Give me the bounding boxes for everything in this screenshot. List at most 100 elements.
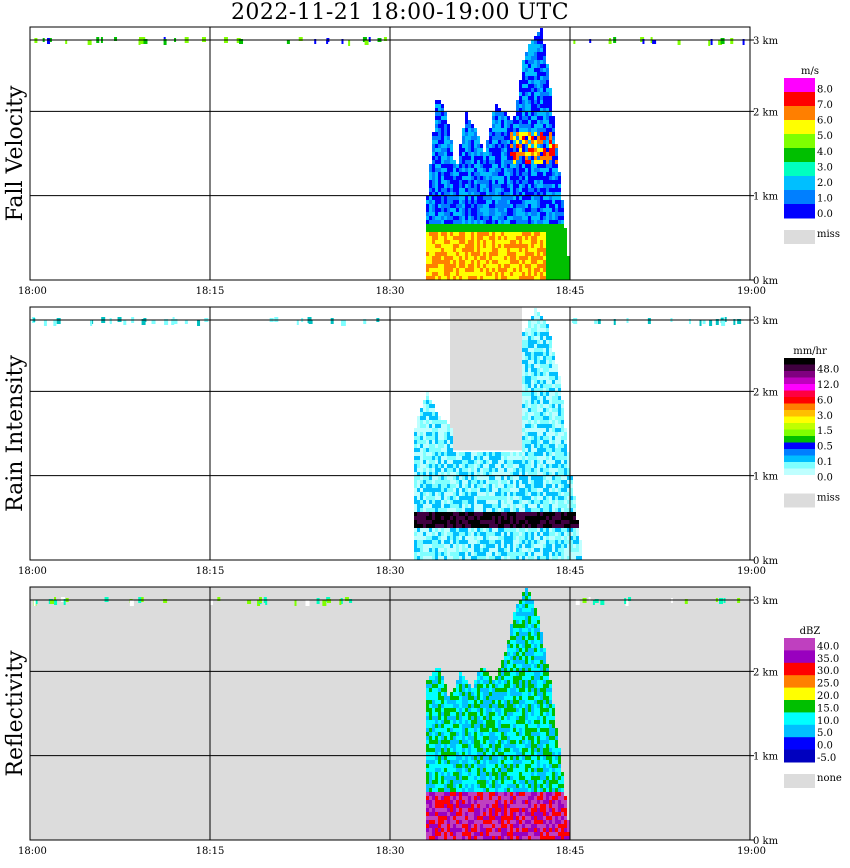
legend-swatch [784,687,815,701]
legend-swatch [784,462,815,469]
legend-label: 48.0 [817,364,839,375]
legend-label: 3.0 [817,411,833,422]
x-tick-label: 18:45 [556,286,585,297]
legend-swatch [784,724,815,738]
panel-fall-velocity: 0 km 1 km 2 km 3 km 18:00 18:15 18:30 18:45 19:0… [3,26,840,297]
legend-swatch [784,364,815,372]
legend-swatch [784,384,815,391]
legend-swatch [784,397,815,404]
legend-swatch [784,429,815,437]
plot-frame [29,586,751,841]
x-tick-label: 18:00 [18,286,47,297]
chart-title: 2022-11-21 18:00-19:00 UTC [230,0,570,25]
grid-lines [30,27,750,280]
legend-swatch [784,436,815,443]
x-tick-label: 18:30 [376,846,405,857]
legend-label: 3.0 [817,162,833,173]
y-tick-label: 3 km [753,36,779,47]
y-tick-label: 0 km [753,556,779,567]
legend-swatch [784,442,815,450]
legend-swatch [784,650,815,664]
x-tick-label: 19:00 [737,286,766,297]
legend-label: 20.0 [817,691,839,702]
legend-swatch [784,737,815,751]
legend-swatch [784,675,815,689]
x-tick-label: 18:15 [196,846,225,857]
legend-label: 0.5 [817,442,833,453]
legend-label: 15.0 [817,703,839,714]
legend-missing-swatch [784,774,815,788]
legend-swatch [784,449,815,456]
y-tick-label: 0 km [753,836,779,847]
legend-swatch [784,468,815,476]
legend-swatch [784,358,815,365]
legend-label: 7.0 [817,100,833,111]
x-tick-label: 18:30 [376,566,405,577]
y-tick-label: 3 km [753,596,779,607]
x-tick-label: 18:15 [196,286,225,297]
legend-swatch [784,638,815,651]
x-tick-label: 19:00 [737,566,766,577]
panel-reflectivity: 0 km 1 km 2 km 3 km 18:00 18:15 18:30 18:45 19:0… [3,586,842,857]
echo-field [426,28,570,280]
y-tick-label: 2 km [753,387,779,398]
legend-swatch [784,423,815,430]
legend-swatch [784,390,815,398]
legend-swatch [784,162,815,177]
legend-swatch [784,204,815,219]
legend-label: 0.0 [817,741,833,752]
legend-swatch [784,712,815,726]
x-tick-label: 19:00 [737,846,766,857]
legend-label: 5.0 [817,728,833,739]
legend-unit: dBZ [800,626,821,637]
legend-label: 12.0 [817,380,839,391]
y-axis-label: Rain Intensity [3,354,28,511]
legend-swatch [784,455,815,463]
legend-missing-label: miss [817,493,840,504]
plot-frame [29,306,751,561]
y-axis-label: Reflectivity [3,650,28,777]
grid-lines [30,587,750,840]
legend-label: 0.0 [817,473,833,484]
legend-label: -5.0 [817,753,836,764]
x-tick-label: 18:00 [18,846,47,857]
echo-field [426,588,570,840]
legend-missing-label: miss [817,229,840,240]
legend-label: 30.0 [817,666,839,677]
legend-swatch [784,700,815,713]
legend-label: 1.0 [817,193,833,204]
legend-missing-swatch [784,493,815,508]
legend-swatch [784,92,815,107]
grid-lines [30,307,750,560]
y-axis-label: Fall Velocity [3,85,28,221]
color-legend: dBZ 40.0 35.030.0 25.020.015.0 10.05.0 0.0-5.… [784,626,842,788]
missing-data-region [450,307,522,451]
legend-swatch [784,106,815,121]
legend-label: 6.0 [817,395,833,406]
y-tick-label: 3 km [753,316,779,327]
legend-swatch [784,475,815,482]
legend-missing-swatch [784,230,815,244]
legend-swatch [784,416,815,424]
legend-swatch [784,134,815,149]
legend-label: 0.0 [817,209,833,220]
legend-unit: mm/hr [793,346,827,357]
legend-label: 2.0 [817,178,833,189]
panels: 0 km 1 km 2 km 3 km 18:00 18:15 18:30 18:45 19:0… [3,26,842,857]
x-tick-label: 18:15 [196,566,225,577]
legend-swatch [784,403,815,411]
legend-swatch [784,371,815,378]
legend-swatch [784,662,815,676]
legend-swatch [784,190,815,205]
legend-label: 40.0 [817,641,839,652]
legend-label: 35.0 [817,654,839,665]
legend-swatch [784,148,815,163]
y-tick-label: 0 km [753,276,779,287]
legend-swatch [784,410,815,417]
y-tick-label: 2 km [753,667,779,678]
legend-unit: m/s [801,66,819,77]
x-tick-label: 18:00 [18,566,47,577]
plot-frame [29,26,751,281]
legend-label: 1.5 [817,426,833,437]
panel-rain-intensity: 0 km 1 km 2 km 3 km 18:00 18:15 18:30 18:45 19:0… [3,306,840,577]
